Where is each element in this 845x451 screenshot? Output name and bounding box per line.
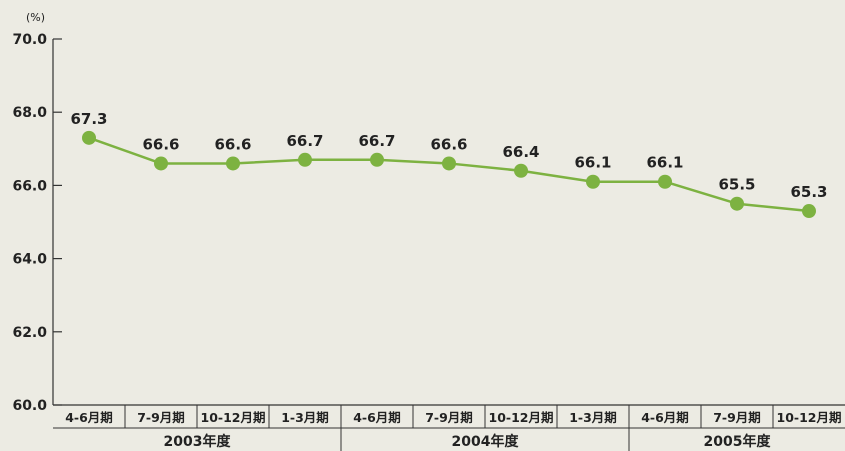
data-label: 66.1	[646, 154, 683, 172]
x-category-label: 10-12月期	[489, 410, 554, 425]
x-category-label: 4-6月期	[65, 410, 113, 425]
data-point	[154, 156, 168, 171]
data-label: 65.3	[790, 183, 827, 201]
x-category-label: 1-3月期	[281, 410, 329, 425]
x-category-label: 4-6月期	[641, 410, 689, 425]
x-category-label: 10-12月期	[777, 410, 842, 425]
x-category-label: 4-6月期	[353, 410, 401, 425]
data-label: 66.6	[214, 135, 251, 153]
data-label: 66.7	[286, 132, 323, 150]
y-ticks: 60.0 62.0 64.0 66.0 68.0 70.0	[12, 32, 62, 414]
data-label: 66.6	[142, 135, 179, 153]
data-label: 66.1	[574, 154, 611, 172]
y-tick-label: 64.0	[12, 252, 47, 268]
x-group-label: 2003年度	[164, 433, 232, 450]
data-point	[298, 152, 312, 167]
x-groups: 2003年度 2004年度 2005年度	[164, 405, 772, 451]
data-point	[82, 130, 96, 145]
data-label: 65.5	[718, 176, 755, 194]
data-point	[370, 152, 384, 167]
y-axis-unit: (%)	[26, 11, 45, 24]
data-series: 67.3 66.6 66.6 66.7 66.7 66.6 66.4 66.1 66.1 65.5…	[70, 110, 828, 219]
data-label: 66.6	[430, 135, 467, 153]
axes	[52, 39, 845, 429]
x-category-label: 1-3月期	[569, 410, 617, 425]
x-category-label: 7-9月期	[713, 410, 761, 425]
data-label: 67.3	[70, 110, 107, 128]
data-point	[658, 174, 672, 189]
x-category-label: 7-9月期	[425, 410, 473, 425]
x-group-label: 2005年度	[704, 433, 772, 450]
data-label: 66.7	[358, 132, 395, 150]
x-category-label: 7-9月期	[137, 410, 185, 425]
x-group-label: 2004年度	[452, 433, 520, 450]
y-tick-label: 60.0	[12, 398, 47, 414]
data-point	[442, 156, 456, 171]
data-point	[586, 174, 600, 189]
data-point	[802, 204, 816, 219]
y-tick-label: 68.0	[12, 105, 47, 121]
data-point	[226, 156, 240, 171]
data-label: 66.4	[502, 143, 539, 161]
data-point	[730, 196, 744, 211]
y-tick-label: 70.0	[12, 32, 47, 48]
y-tick-label: 66.0	[12, 178, 47, 194]
y-tick-label: 62.0	[12, 325, 47, 341]
data-point	[514, 163, 528, 178]
x-category-label: 10-12月期	[201, 410, 266, 425]
x-categories: 4-6月期 7-9月期 10-12月期 1-3月期 4-6月期 7-9月期 10-12月期 1…	[65, 405, 841, 428]
